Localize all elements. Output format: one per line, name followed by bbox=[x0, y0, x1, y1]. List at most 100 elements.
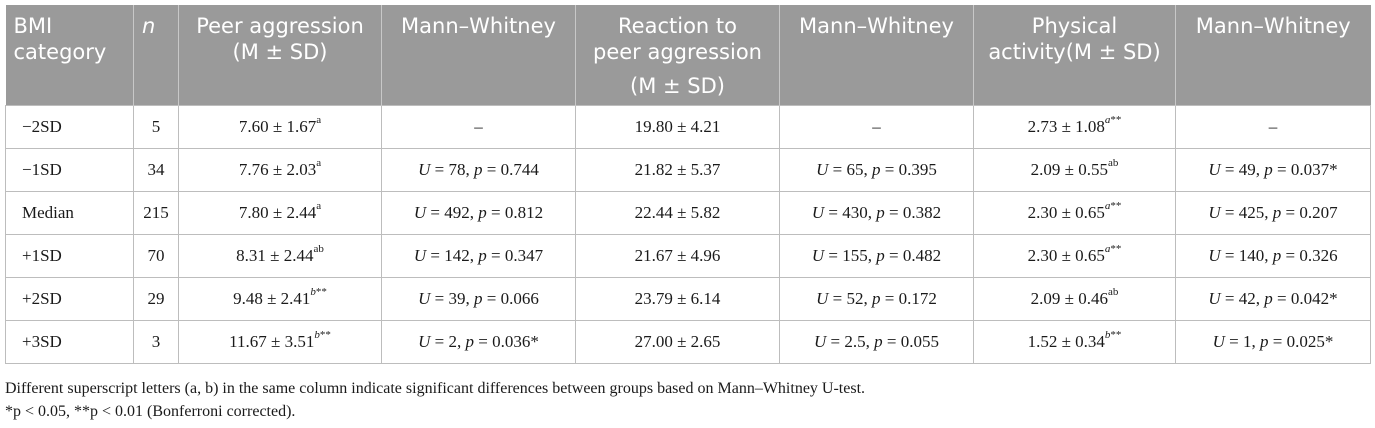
cell-mann-whitney-1-p-value: 0.744 bbox=[500, 159, 539, 179]
cell-mann-whitney-3-u-value: 42 bbox=[1238, 288, 1256, 308]
cell-physical-activity: 2.73 ± 1.08a** bbox=[973, 104, 1176, 149]
table-row: +3SD 3 11.67 ± 3.51b** U = 2, p = 0.036* 27.… bbox=[5, 319, 1371, 364]
cell-reaction: 27.00 ± 2.65 bbox=[575, 319, 780, 364]
cell-mann-whitney-3: U = 42, p = 0.042* bbox=[1175, 276, 1371, 321]
cell-mann-whitney-3-significance: * bbox=[1324, 331, 1334, 351]
cell-mann-whitney-1-p-value: 0.812 bbox=[504, 202, 544, 222]
cell-bmi-category: −2SD bbox=[5, 104, 134, 149]
header-peer-aggression: Peer aggression (M ± SD) bbox=[178, 5, 382, 105]
cell-n: 5 bbox=[133, 104, 179, 149]
cell-mann-whitney-3: U = 1, p = 0.025* bbox=[1175, 319, 1371, 364]
cell-physical-activity-superscript: a** bbox=[1104, 113, 1122, 126]
cell-physical-activity-value: 2.09 ± 0.55 bbox=[1030, 159, 1108, 179]
header-reaction-line-1: Reaction to bbox=[618, 14, 737, 38]
header-physical-activity-line-2: activity(M ± SD) bbox=[988, 40, 1161, 64]
cell-mann-whitney-2: U = 65, p = 0.395 bbox=[779, 147, 974, 192]
cell-physical-activity-superscript: a** bbox=[1104, 242, 1122, 255]
cell-mann-whitney-3-u-value: 425 bbox=[1238, 202, 1265, 222]
table-row: −2SD 5 7.60 ± 1.67a –19.80 ± 4.21–2.73 ± 1.… bbox=[5, 104, 1371, 149]
cell-physical-activity-value: 2.30 ± 0.65 bbox=[1027, 245, 1105, 265]
cell-peer-aggression-superscript: a bbox=[316, 156, 322, 169]
header-peer-aggression-line-1: Peer aggression bbox=[196, 14, 364, 38]
cell-peer-aggression-superscript: ab bbox=[313, 242, 324, 255]
header-n: n bbox=[133, 5, 179, 105]
cell-mann-whitney-2-p-value: 0.055 bbox=[900, 331, 939, 351]
header-peer-aggression-line-2: (M ± SD) bbox=[232, 40, 328, 64]
cell-physical-activity-value: 2.09 ± 0.46 bbox=[1030, 288, 1108, 308]
header-reaction-line-3: (M ± SD) bbox=[630, 74, 725, 98]
cell-physical-activity-superscript: ab bbox=[1107, 156, 1119, 169]
cell-mann-whitney-3-dash: – bbox=[1268, 116, 1278, 136]
header-mann-whitney-3-line-1: Mann–Whitney bbox=[1195, 14, 1351, 38]
table-row: +2SD 29 9.48 ± 2.41b** U = 39, p = 0.066 23.… bbox=[5, 276, 1371, 321]
cell-mann-whitney-2: U = 430, p = 0.382 bbox=[779, 190, 974, 235]
cell-mann-whitney-2-u-value: 430 bbox=[842, 202, 868, 222]
cell-mann-whitney-2-u-value: 155 bbox=[842, 245, 868, 265]
cell-peer-aggression: 7.80 ± 2.44a bbox=[178, 190, 382, 235]
cell-physical-activity: 2.30 ± 0.65a** bbox=[973, 190, 1176, 235]
cell-mann-whitney-2-p-value: 0.382 bbox=[902, 202, 942, 222]
cell-reaction: 19.80 ± 4.21 bbox=[575, 104, 780, 149]
cell-mann-whitney-1: U = 39, p = 0.066 bbox=[381, 276, 576, 321]
cell-mann-whitney-1: – bbox=[381, 104, 576, 149]
table-row: +1SD 70 8.31 ± 2.44ab U = 142, p = 0.347 21.… bbox=[5, 233, 1371, 278]
results-table: BMI category n Peer aggression (M ± SD) Mann–… bbox=[5, 5, 1371, 364]
cell-n: 34 bbox=[133, 147, 179, 192]
cell-physical-activity: 2.09 ± 0.55ab bbox=[973, 147, 1176, 192]
cell-bmi-category: +3SD bbox=[5, 319, 134, 364]
cell-physical-activity-value: 2.73 ± 1.08 bbox=[1027, 116, 1105, 136]
cell-mann-whitney-3-significance: * bbox=[1329, 159, 1338, 179]
cell-bmi-category: +2SD bbox=[5, 276, 134, 321]
cell-mann-whitney-1: U = 142, p = 0.347 bbox=[381, 233, 576, 278]
cell-mann-whitney-2-p-value: 0.482 bbox=[902, 245, 942, 265]
cell-mann-whitney-3: U = 49, p = 0.037* bbox=[1175, 147, 1371, 192]
cell-mann-whitney-1-dash: – bbox=[474, 116, 483, 136]
cell-mann-whitney-3-p-value: 0.037 bbox=[1290, 159, 1330, 179]
cell-mann-whitney-3-u-value: 1 bbox=[1243, 331, 1252, 351]
header-bmi-category-line-2: category bbox=[13, 40, 107, 64]
cell-mann-whitney-1-significance: * bbox=[530, 331, 539, 351]
cell-mann-whitney-1-p-value: 0.036 bbox=[492, 331, 531, 351]
cell-n: 3 bbox=[133, 319, 179, 364]
cell-peer-aggression-value: 7.80 ± 2.44 bbox=[238, 202, 317, 222]
cell-bmi-category: −1SD bbox=[5, 147, 134, 192]
cell-peer-aggression-value: 7.60 ± 1.67 bbox=[238, 116, 317, 136]
cell-mann-whitney-2-u-value: 52 bbox=[846, 288, 864, 308]
cell-mann-whitney-3: U = 140, p = 0.326 bbox=[1175, 233, 1371, 278]
cell-bmi-category: Median bbox=[5, 190, 134, 235]
cell-mann-whitney-1-u-value: 39 bbox=[448, 288, 466, 308]
cell-mann-whitney-1-u-value: 142 bbox=[444, 245, 470, 265]
cell-n: 215 bbox=[133, 190, 179, 235]
cell-reaction: 21.82 ± 5.37 bbox=[575, 147, 780, 192]
cell-peer-aggression-superscript: b** bbox=[310, 285, 327, 298]
table-body: −2SD 5 7.60 ± 1.67a –19.80 ± 4.21–2.73 ± 1.… bbox=[5, 104, 1371, 364]
cell-mann-whitney-1-u-value: 78 bbox=[448, 159, 466, 179]
cell-physical-activity: 2.30 ± 0.65a** bbox=[973, 233, 1176, 278]
cell-physical-activity-value: 1.52 ± 0.34 bbox=[1027, 331, 1105, 351]
cell-mann-whitney-1: U = 78, p = 0.744 bbox=[381, 147, 576, 192]
cell-mann-whitney-1: U = 492, p = 0.812 bbox=[381, 190, 576, 235]
cell-mann-whitney-1-p-value: 0.066 bbox=[500, 288, 539, 308]
footnote-significance: *p < 0.05, **p < 0.01 (Bonferroni correc… bbox=[5, 403, 296, 420]
table-row: Median 215 7.80 ± 2.44a U = 492, p = 0.812 2… bbox=[5, 190, 1371, 235]
cell-mann-whitney-3: – bbox=[1175, 104, 1371, 149]
cell-mann-whitney-2: – bbox=[779, 104, 974, 149]
header-bmi-category-line-1: BMI bbox=[13, 14, 53, 38]
cell-peer-aggression-superscript: a bbox=[316, 199, 322, 212]
cell-mann-whitney-2-u-value: 2.5 bbox=[844, 331, 866, 351]
header-mann-whitney-2-line-1: Mann–Whitney bbox=[799, 14, 954, 38]
cell-reaction: 23.79 ± 6.14 bbox=[575, 276, 780, 321]
cell-peer-aggression: 7.60 ± 1.67a bbox=[178, 104, 382, 149]
cell-mann-whitney-2: U = 2.5, p = 0.055 bbox=[779, 319, 974, 364]
cell-mann-whitney-1: U = 2, p = 0.036* bbox=[381, 319, 576, 364]
header-mann-whitney-1: Mann–Whitney bbox=[381, 5, 576, 105]
cell-mann-whitney-3-significance: * bbox=[1329, 288, 1338, 308]
cell-physical-activity-superscript: b** bbox=[1104, 328, 1122, 341]
header-bmi-category: BMI category bbox=[5, 5, 134, 105]
cell-physical-activity-superscript: a** bbox=[1104, 199, 1122, 212]
cell-mann-whitney-3-p-value: 0.025 bbox=[1286, 331, 1325, 351]
cell-mann-whitney-2-p-value: 0.172 bbox=[898, 288, 937, 308]
cell-peer-aggression: 7.76 ± 2.03a bbox=[178, 147, 382, 192]
cell-physical-activity: 2.09 ± 0.46ab bbox=[973, 276, 1176, 321]
cell-mann-whitney-1-u-value: 2 bbox=[448, 331, 458, 351]
